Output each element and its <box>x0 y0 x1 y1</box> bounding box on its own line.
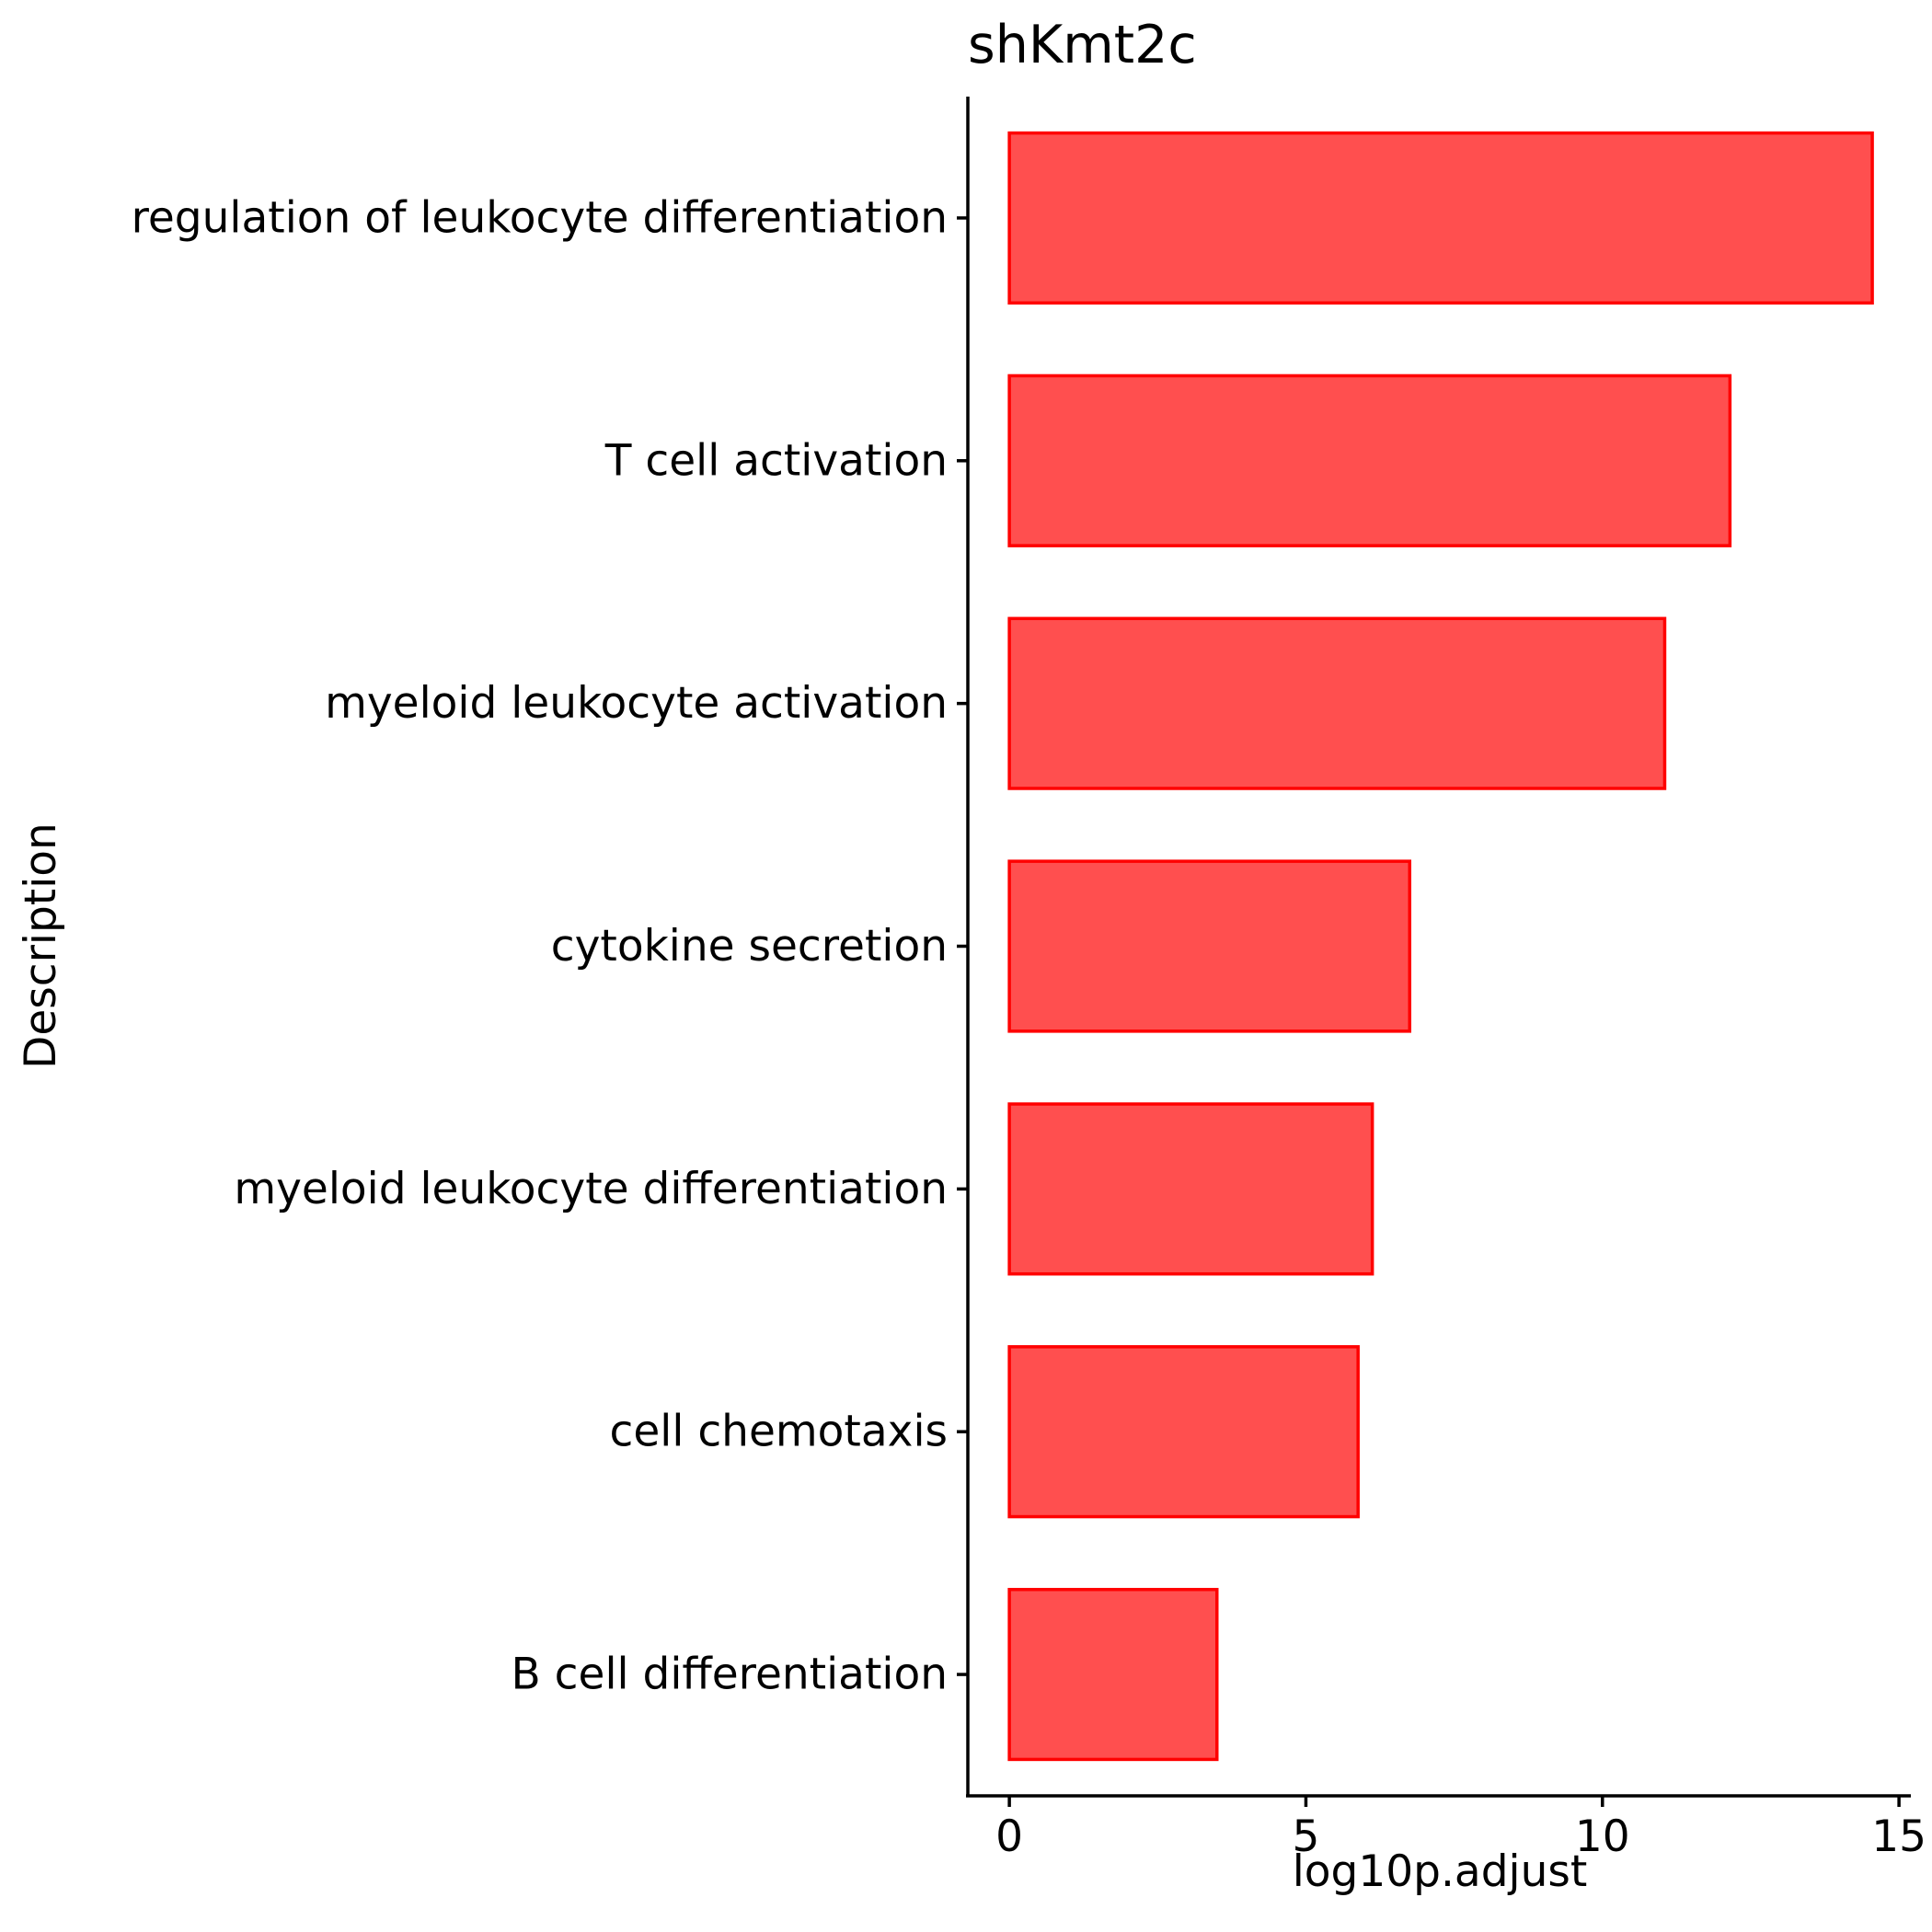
bar <box>1007 1587 1219 1762</box>
x-tick-label: 15 <box>1871 1811 1926 1862</box>
bar <box>1007 374 1732 547</box>
x-tick-label: 10 <box>1575 1811 1630 1862</box>
x-tick-label: 5 <box>1292 1811 1319 1862</box>
x-axis-ticks: 0 5 10 15 <box>995 1796 1926 1862</box>
y-tick-label: B cell differentiation <box>512 1650 949 1700</box>
chart-title: shKmt2c <box>968 15 1197 75</box>
y-tick-label: T cell activation <box>604 435 948 486</box>
y-tick-label: cytokine secretion <box>551 921 948 972</box>
bar <box>1007 1102 1374 1276</box>
y-axis-title: Description <box>16 822 66 1069</box>
x-tick-label: 0 <box>995 1811 1023 1862</box>
y-tick-label: cell chemotaxis <box>610 1407 949 1457</box>
x-axis-title: log10p.adjust <box>1293 1846 1588 1897</box>
bar <box>1007 1345 1360 1519</box>
bars-group <box>1007 131 1874 1762</box>
bar <box>1007 131 1874 305</box>
y-axis-ticks: regulation of leukocyte differentiation T… <box>132 192 968 1700</box>
y-tick-label: regulation of leukocyte differentiation <box>132 192 948 243</box>
y-tick-label: myeloid leukocyte differentiation <box>234 1164 948 1214</box>
bar <box>1007 859 1412 1033</box>
bar <box>1007 616 1667 790</box>
y-tick-label: myeloid leukocyte activation <box>325 678 948 729</box>
